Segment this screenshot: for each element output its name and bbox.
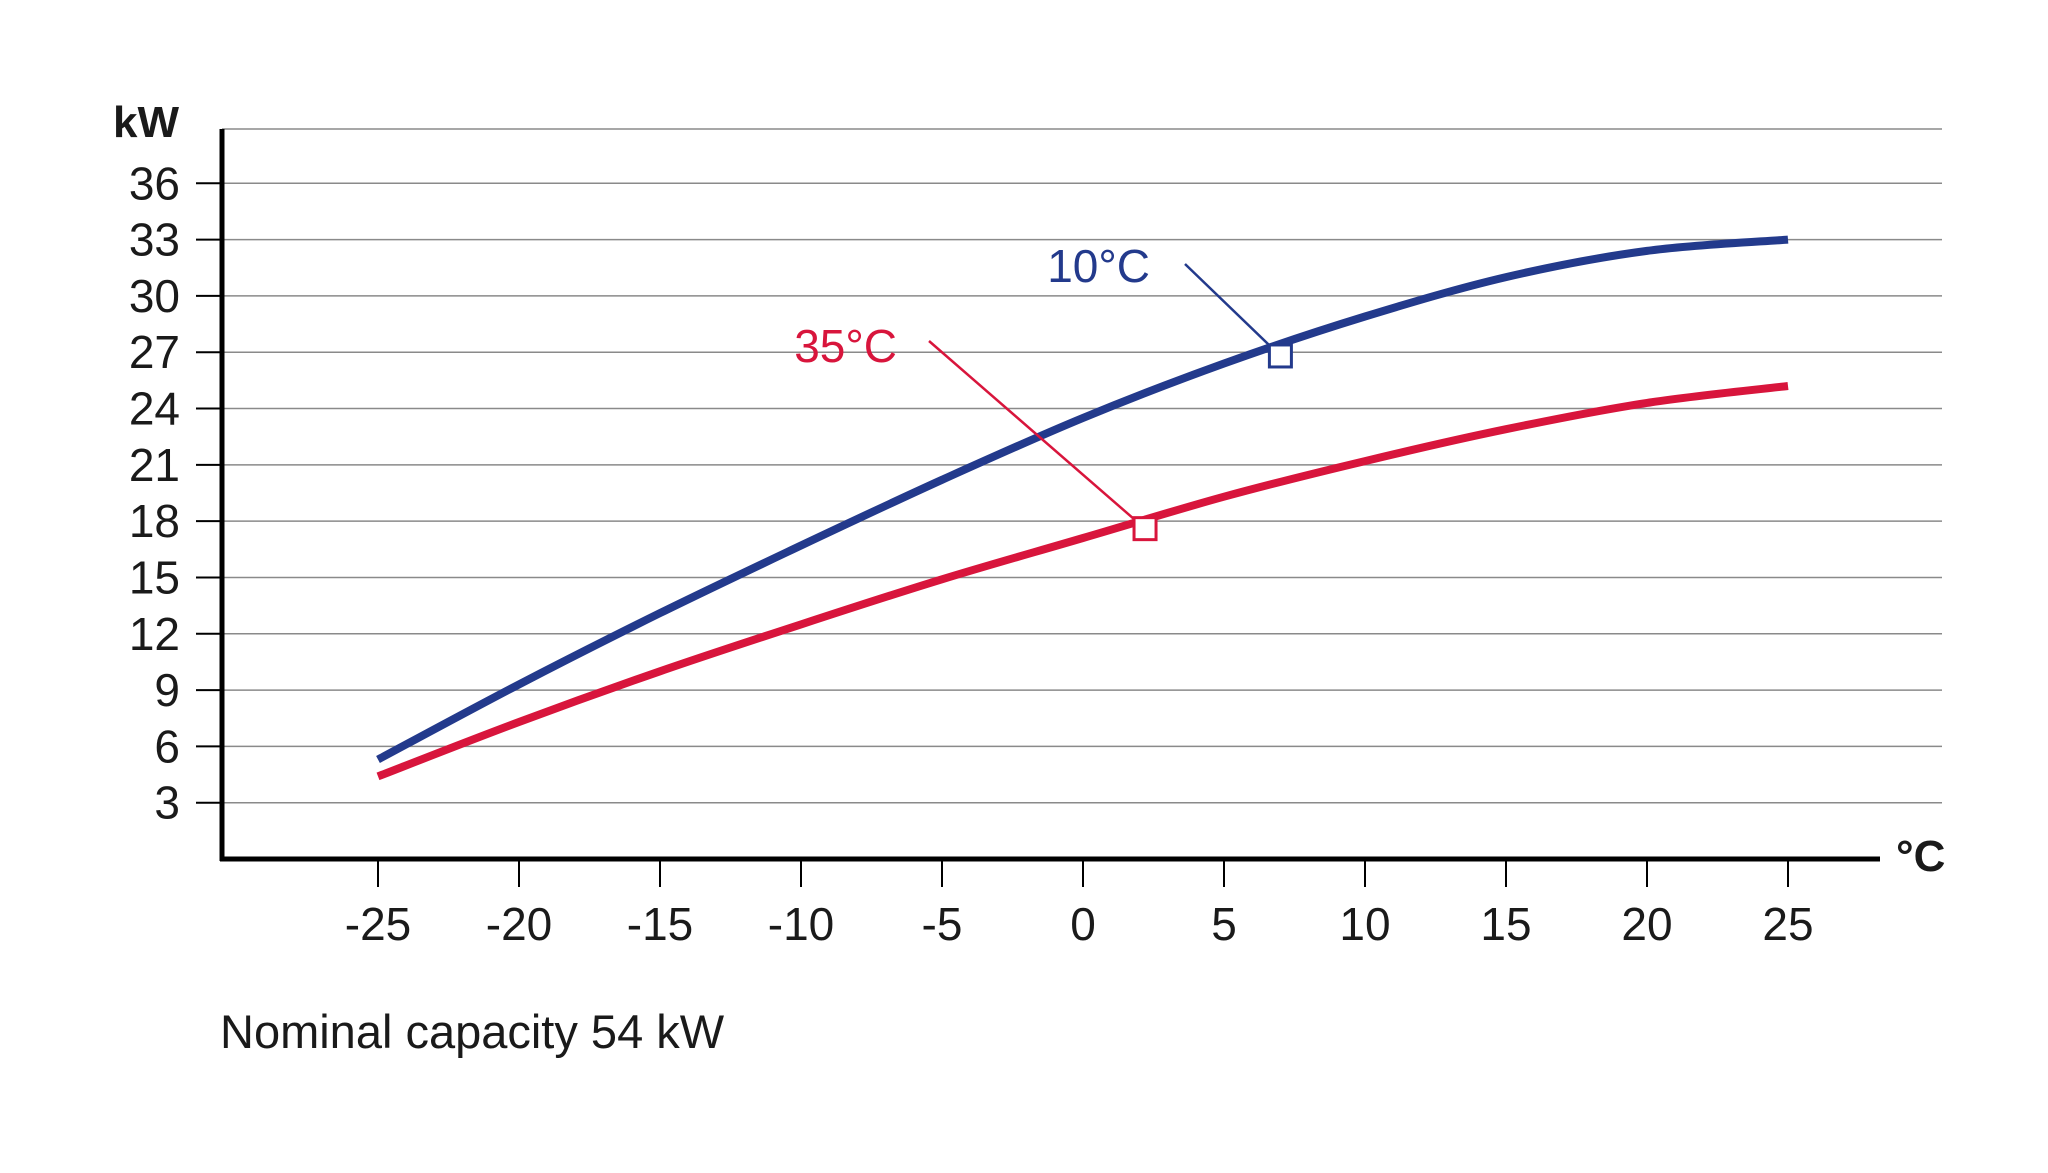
x-axis-unit-label: °C — [1896, 832, 1945, 881]
y-tick-label: 21 — [129, 439, 180, 491]
y-tick-label: 30 — [129, 270, 180, 322]
y-tick-label: 36 — [129, 157, 180, 209]
y-tick-label: 3 — [154, 777, 180, 829]
x-tick-label: 20 — [1621, 898, 1672, 950]
series-labels: 10°C 35°C — [794, 240, 1150, 372]
leader-line-10c — [1184, 263, 1282, 357]
y-tick-label: 24 — [129, 383, 180, 435]
x-tick-label: 10 — [1339, 898, 1390, 950]
y-tick-label: 9 — [154, 664, 180, 716]
x-tick-label: 25 — [1762, 898, 1813, 950]
series-markers — [1132, 343, 1293, 542]
y-tick-label: 18 — [129, 495, 180, 547]
series-line-35c — [376, 382, 1789, 781]
series-label-10c: 10°C — [1047, 240, 1150, 292]
series-marker-10c — [1267, 343, 1293, 369]
x-tick-label: -25 — [345, 898, 411, 950]
x-tick-label: 5 — [1211, 898, 1237, 950]
y-axis-unit-label: kW — [113, 98, 179, 147]
y-tick-label: 15 — [129, 551, 180, 603]
x-tick-label: 15 — [1480, 898, 1531, 950]
x-axis-ticks: -25 -20 -15 -10 -5 0 5 10 15 20 25 — [345, 859, 1814, 950]
x-tick-label: 0 — [1070, 898, 1096, 950]
x-tick-label: -5 — [922, 898, 963, 950]
series-line-10c — [376, 235, 1789, 764]
x-tick-label: -10 — [768, 898, 834, 950]
series-marker-35c — [1132, 516, 1158, 542]
series-leaders — [928, 263, 1282, 530]
y-tick-label: 33 — [129, 214, 180, 266]
leader-line-35c — [928, 340, 1146, 530]
series-lines — [376, 235, 1789, 781]
x-tick-label: -20 — [486, 898, 552, 950]
y-tick-label: 27 — [129, 326, 180, 378]
y-tick-label: 6 — [154, 720, 180, 772]
series-label-35c: 35°C — [794, 320, 897, 372]
y-tick-label: 12 — [129, 608, 180, 660]
x-tick-label: -15 — [627, 898, 693, 950]
chart-caption: Nominal capacity 54 kW — [220, 1005, 725, 1058]
axes — [219, 129, 1880, 862]
